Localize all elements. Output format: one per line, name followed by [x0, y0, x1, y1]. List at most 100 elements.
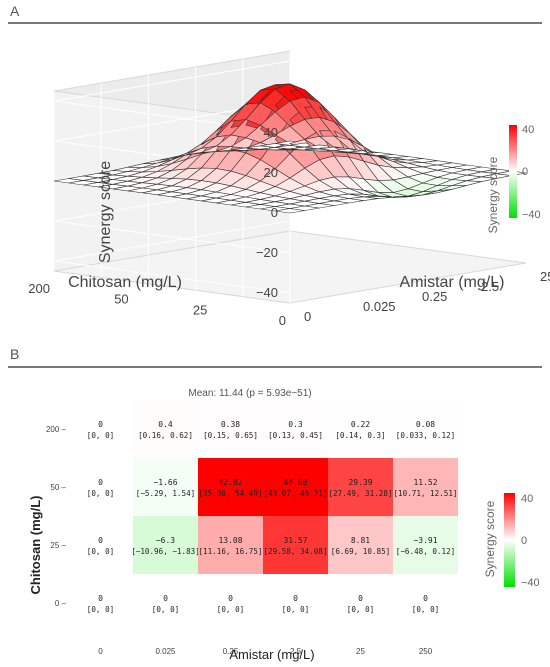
cell-value-label: 0.38 — [221, 420, 240, 429]
heatmap-cell — [263, 400, 328, 458]
heatmap-cell — [133, 400, 198, 458]
cell-value-label: 0 — [293, 594, 298, 603]
chitosan-tick-label: 200 — [28, 281, 50, 296]
cell-ci-label: [6.69, 10.85] — [331, 547, 390, 556]
wall-gridline — [53, 60, 291, 102]
cell-ci-label: [−10.96, −1.83] — [131, 547, 200, 556]
legend-a-tick-bottom: −40 — [522, 209, 541, 221]
cell-ci-label: [29.58, 34.08] — [263, 547, 327, 556]
cell-value-label: 0.08 — [416, 420, 435, 429]
cell-value-label: 0.4 — [158, 420, 173, 429]
cell-value-label: 0 — [98, 536, 103, 545]
heatmap-cell — [133, 574, 198, 632]
chitosan-tick-label: 25 — [193, 302, 207, 317]
cell-ci-label: [0.033, 0.12] — [396, 431, 455, 440]
cell-value-label: 13.08 — [218, 536, 242, 545]
heatmap-cell — [198, 400, 263, 458]
cell-ci-label: [0, 0] — [347, 605, 374, 614]
legend-b-colorbar — [504, 493, 515, 587]
heatmap-plot: Mean: 11.44 (p = 5.93e−51) 0 [0, 0] 0.4 [0.… — [28, 388, 540, 662]
cell-ci-label: [0.14, 0.3] — [335, 431, 385, 440]
heatmap-x-tick-label: 25 — [356, 647, 365, 656]
heatmap-x-tick-label: 250 — [419, 647, 433, 656]
cell-value-label: 0.22 — [351, 420, 370, 429]
amistar-tick-label: 0.25 — [422, 289, 447, 304]
cell-value-label: −3.91 — [413, 536, 437, 545]
heatmap-cell — [68, 400, 133, 458]
z-tick-label: 20 — [264, 165, 278, 180]
heatmap-cell — [328, 458, 393, 516]
wall-gridline — [53, 260, 291, 294]
heatmap-cell — [68, 458, 133, 516]
cell-ci-label: [0, 0] — [87, 489, 114, 498]
heatmap-cell — [68, 574, 133, 632]
cell-value-label: −1.66 — [153, 478, 177, 487]
cell-ci-label: [11.16, 16.75] — [198, 547, 262, 556]
cell-value-label: 44.68 — [283, 478, 307, 487]
heatmap-y-tick-label: 0 – — [55, 599, 67, 608]
cell-ci-label: [−5.29, 1.54] — [136, 489, 195, 498]
cell-value-label: 0 — [98, 478, 103, 487]
heatmap-cell — [198, 574, 263, 632]
heatmap-cell — [393, 574, 458, 632]
heatmap-x-tick-label: 0 — [98, 647, 103, 656]
z-tick-label: 40 — [264, 125, 278, 140]
panel-b-divider — [8, 366, 542, 368]
cell-value-label: 0 — [358, 594, 363, 603]
cell-ci-label: [0, 0] — [87, 431, 114, 440]
legend-a-colorbar — [509, 125, 517, 218]
wall-gridline — [53, 220, 291, 262]
cell-value-label: 0 — [98, 420, 103, 429]
cell-value-label: −6.3 — [156, 536, 175, 545]
cell-value-label: 31.57 — [283, 536, 307, 545]
chitosan-tick-label: 50 — [114, 292, 128, 307]
cell-ci-label: [0, 0] — [87, 605, 114, 614]
z-tick-label: −20 — [256, 245, 278, 260]
cell-ci-label: [43.07, 46.21] — [263, 489, 327, 498]
heatmap-cell — [133, 516, 198, 574]
heatmap-x-title: Amistar (mg/L) — [229, 647, 314, 662]
panel-a-label: A — [10, 3, 20, 19]
cell-ci-label: [0.15, 0.65] — [203, 431, 258, 440]
cell-ci-label: [−6.48, 0.12] — [396, 547, 455, 556]
amistar-tick-label: 250 — [540, 269, 550, 284]
cell-value-label: 0.3 — [288, 420, 303, 429]
legend-a-tick-top: 40 — [522, 124, 534, 136]
heatmap-cell — [198, 516, 263, 574]
cell-ci-label: [0, 0] — [152, 605, 179, 614]
cell-ci-label: [0, 0] — [412, 605, 439, 614]
cell-ci-label: [35.36, 54.49] — [198, 489, 262, 498]
cell-ci-label: [0.16, 0.62] — [138, 431, 193, 440]
cell-value-label: 0 — [163, 594, 168, 603]
legend-b-title: Synergy score — [483, 500, 497, 577]
heatmap-y-tick-label: 25 – — [50, 541, 66, 550]
wall-gridline — [53, 220, 291, 254]
heatmap-cell — [68, 516, 133, 574]
chitosan-axis-title: Chitosan (mg/L) — [68, 274, 182, 291]
legend-b-tick-bottom: −40 — [521, 577, 540, 589]
heatmap-cell — [393, 516, 458, 574]
heatmap-y-title: Chitosan (mg/L) — [28, 496, 43, 595]
legend-b-tick-mid: 0 — [521, 535, 527, 547]
legend-b-tick-top: 40 — [521, 493, 533, 505]
heatmap-cell — [198, 458, 263, 516]
amistar-tick-label: 0 — [304, 309, 311, 324]
heatmap-cell — [328, 574, 393, 632]
heatmap-y-tick-label: 200 – — [46, 425, 67, 434]
cell-value-label: 29.39 — [348, 478, 372, 487]
cell-ci-label: [0, 0] — [87, 547, 114, 556]
heatmap-title: Mean: 11.44 (p = 5.93e−51) — [188, 388, 311, 399]
cell-value-label: 0 — [228, 594, 233, 603]
chitosan-tick-label: 0 — [279, 313, 286, 328]
amistar-tick-label: 2.5 — [481, 279, 499, 294]
legend-a-title: Synergy score — [486, 156, 500, 233]
heatmap-cell — [393, 400, 458, 458]
cell-ci-label: [0.13, 0.45] — [268, 431, 323, 440]
cell-ci-label: [27.49, 31.28] — [328, 489, 392, 498]
heatmap-x-tick-label: 0.025 — [155, 647, 176, 656]
z-tick-label: −40 — [256, 285, 278, 300]
z-tick-label: 0 — [271, 205, 278, 220]
amistar-axis-title: Amistar (mg/L) — [400, 274, 505, 291]
heatmap-x-tick-label: 0.25 — [223, 647, 239, 656]
